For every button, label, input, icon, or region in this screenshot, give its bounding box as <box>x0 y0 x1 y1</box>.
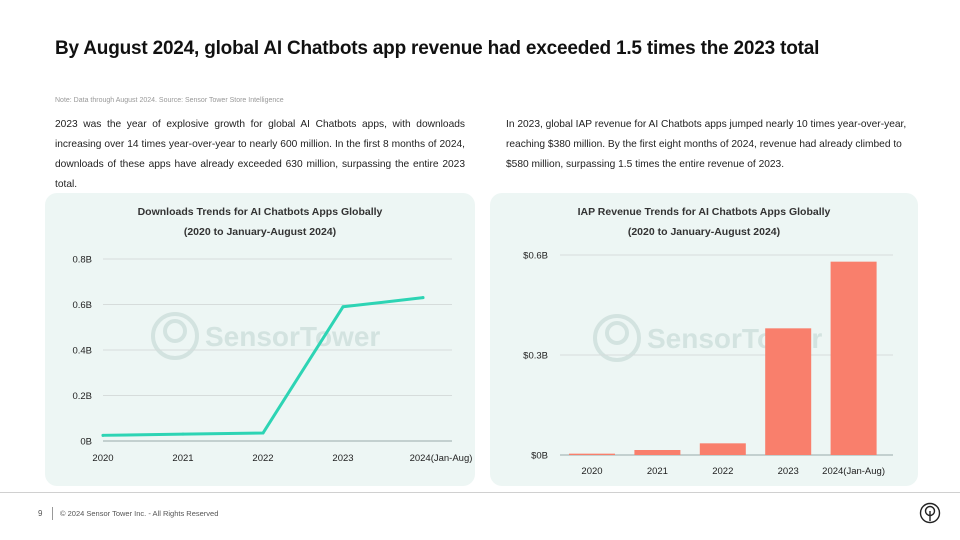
x-tick-label: 2020 <box>92 453 113 464</box>
footer-divider <box>0 492 960 493</box>
watermark-logo-inner-icon <box>605 321 629 345</box>
downloads-paragraph: 2023 was the year of explosive growth fo… <box>55 119 465 190</box>
revenue-chart-panel: IAP Revenue Trends for AI Chatbots Apps … <box>490 193 918 486</box>
revenue-bar <box>765 328 812 455</box>
y-tick-label: $0.6B <box>523 251 548 262</box>
x-tick-label: 2020 <box>581 466 602 477</box>
revenue-paragraph: In 2023, global IAP revenue for AI Chatb… <box>506 119 907 170</box>
x-tick-label: 2023 <box>332 453 353 464</box>
data-point <box>101 433 105 437</box>
x-tick-label: 2021 <box>172 453 193 464</box>
revenue-chart-subtitle: (2020 to January-August 2024) <box>627 226 781 238</box>
revenue-bar <box>634 450 681 455</box>
y-tick-label: 0.8B <box>72 255 92 266</box>
y-tick-label: 0.2B <box>72 391 92 402</box>
watermark-text: SensorTower <box>205 321 380 352</box>
footer-separator <box>52 507 53 520</box>
page-title: By August 2024, global AI Chatbots app r… <box>55 38 820 59</box>
y-tick-label: 0.4B <box>72 346 92 357</box>
y-tick-label: $0B <box>531 451 548 462</box>
source-note: Note: Data through August 2024. Source: … <box>55 97 284 104</box>
revenue-bar <box>830 261 877 455</box>
x-tick-label: 2022 <box>252 453 273 464</box>
downloads-chart-panel: Downloads Trends for AI Chatbots Apps Gl… <box>45 193 475 486</box>
x-tick-label: 2024(Jan-Aug) <box>822 466 885 477</box>
watermark-logo-inner-icon <box>163 319 187 343</box>
watermark-logo-icon <box>151 312 199 360</box>
downloads-chart-subtitle: (2020 to January-August 2024) <box>183 226 337 238</box>
y-tick-label: 0B <box>80 437 92 448</box>
sensor-tower-logo-icon <box>919 502 941 524</box>
downloads-line-chart: SensorTower 0B 0.2B 0.4B 0.6B 0.8B 2020 2021 202… <box>72 255 473 465</box>
x-tick-label: 2023 <box>778 466 799 477</box>
data-point <box>421 296 425 300</box>
watermark-logo-icon <box>593 314 641 362</box>
page-number: 9 <box>38 509 43 518</box>
watermark: SensorTower <box>151 312 380 360</box>
data-point <box>181 432 185 436</box>
x-tick-label: 2021 <box>647 466 668 477</box>
downloads-series-line <box>101 296 425 437</box>
revenue-bar <box>569 453 615 455</box>
y-tick-label: $0.3B <box>523 351 548 362</box>
x-tick-label: 2024(Jan-Aug) <box>410 453 473 464</box>
data-point <box>261 431 265 435</box>
revenue-bar <box>699 443 746 455</box>
downloads-chart-title: Downloads Trends for AI Chatbots Apps Gl… <box>137 206 383 218</box>
copyright-text: © 2024 Sensor Tower Inc. - All Rights Re… <box>60 509 219 518</box>
revenue-chart-title: IAP Revenue Trends for AI Chatbots Apps … <box>577 206 831 218</box>
data-point <box>341 305 345 309</box>
x-tick-label: 2022 <box>712 466 733 477</box>
y-tick-label: 0.6B <box>72 300 92 311</box>
